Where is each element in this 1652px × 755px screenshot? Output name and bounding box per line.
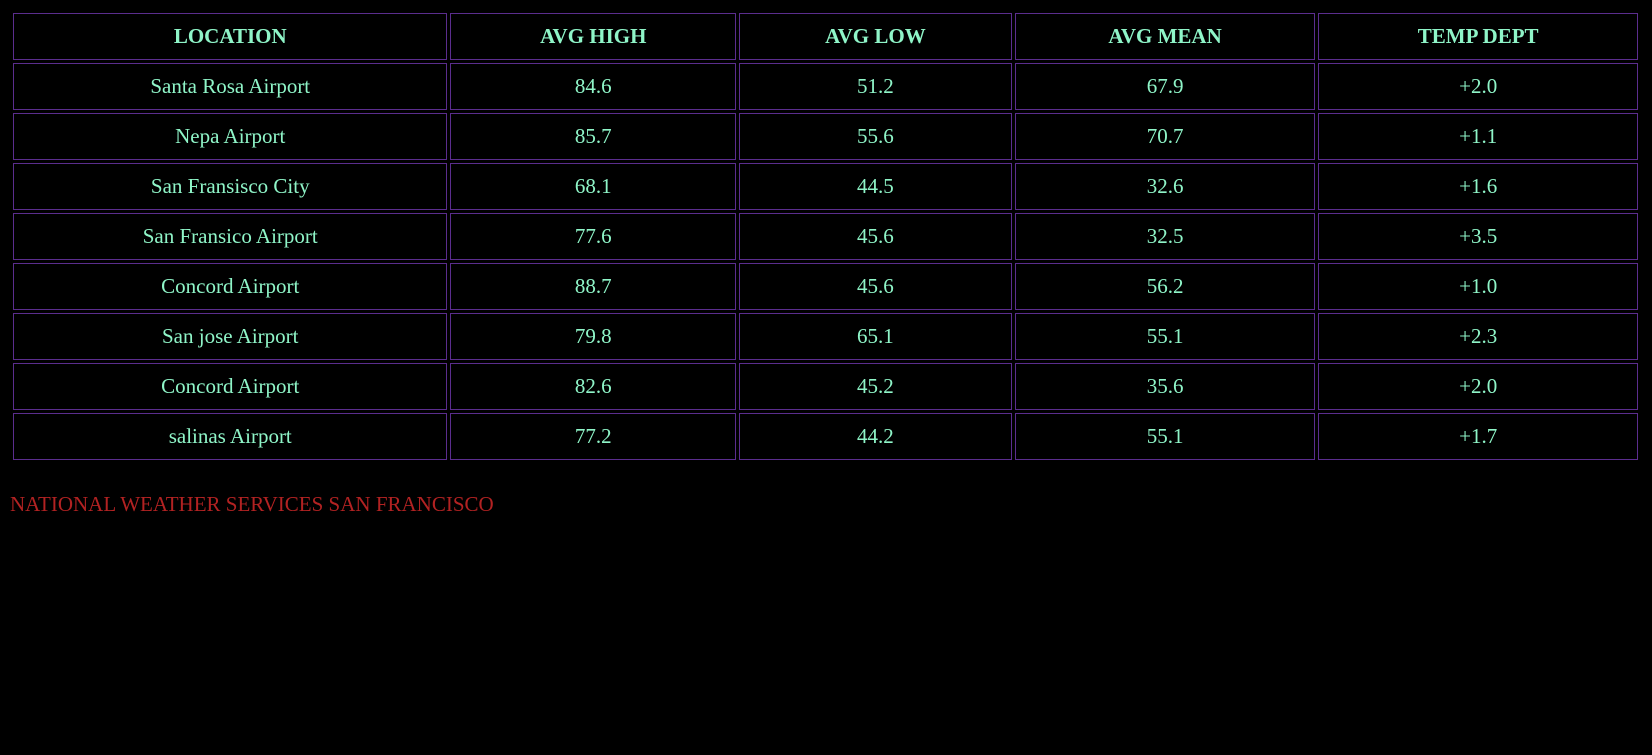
cell-avg-high: 77.2 bbox=[450, 413, 737, 460]
table-body: Santa Rosa Airport 84.6 51.2 67.9 +2.0 N… bbox=[13, 63, 1638, 460]
table-row: salinas Airport 77.2 44.2 55.1 +1.7 bbox=[13, 413, 1638, 460]
cell-temp-dept: +2.0 bbox=[1318, 63, 1638, 110]
cell-temp-dept: +1.0 bbox=[1318, 263, 1638, 310]
cell-avg-mean: 32.5 bbox=[1014, 213, 1316, 260]
table-row: Concord Airport 82.6 45.2 35.6 +2.0 bbox=[13, 363, 1638, 410]
cell-avg-high: 84.6 bbox=[450, 63, 737, 110]
cell-location: San Fransisco City bbox=[13, 163, 448, 210]
table-row: Concord Airport 88.7 45.6 56.2 +1.0 bbox=[13, 263, 1638, 310]
cell-temp-dept: +2.0 bbox=[1318, 363, 1638, 410]
cell-temp-dept: +2.3 bbox=[1318, 313, 1638, 360]
cell-location: salinas Airport bbox=[13, 413, 448, 460]
cell-temp-dept: +1.7 bbox=[1318, 413, 1638, 460]
footer-attribution: NATIONAL WEATHER SERVICES SAN FRANCISCO bbox=[10, 492, 494, 516]
cell-avg-low: 45.6 bbox=[739, 213, 1012, 260]
header-avg-high: AVG HIGH bbox=[450, 13, 737, 60]
cell-avg-low: 45.6 bbox=[739, 263, 1012, 310]
cell-avg-high: 88.7 bbox=[450, 263, 737, 310]
cell-temp-dept: +1.6 bbox=[1318, 163, 1638, 210]
cell-avg-high: 77.6 bbox=[450, 213, 737, 260]
table-row: Santa Rosa Airport 84.6 51.2 67.9 +2.0 bbox=[13, 63, 1638, 110]
table-row: San Fransisco City 68.1 44.5 32.6 +1.6 bbox=[13, 163, 1638, 210]
cell-avg-high: 79.8 bbox=[450, 313, 737, 360]
cell-avg-mean: 35.6 bbox=[1014, 363, 1316, 410]
cell-avg-low: 65.1 bbox=[739, 313, 1012, 360]
header-row: LOCATION AVG HIGH AVG LOW AVG MEAN TEMP … bbox=[13, 13, 1638, 60]
cell-avg-mean: 56.2 bbox=[1014, 263, 1316, 310]
cell-avg-low: 55.6 bbox=[739, 113, 1012, 160]
header-temp-dept: TEMP DEPT bbox=[1318, 13, 1638, 60]
cell-avg-low: 44.5 bbox=[739, 163, 1012, 210]
cell-temp-dept: +1.1 bbox=[1318, 113, 1638, 160]
cell-avg-mean: 55.1 bbox=[1014, 313, 1316, 360]
cell-location: Concord Airport bbox=[13, 363, 448, 410]
table-row: San Fransico Airport 77.6 45.6 32.5 +3.5 bbox=[13, 213, 1638, 260]
cell-avg-high: 82.6 bbox=[450, 363, 737, 410]
header-avg-mean: AVG MEAN bbox=[1014, 13, 1316, 60]
cell-location: Santa Rosa Airport bbox=[13, 63, 448, 110]
cell-avg-mean: 32.6 bbox=[1014, 163, 1316, 210]
cell-avg-high: 85.7 bbox=[450, 113, 737, 160]
cell-location: Nepa Airport bbox=[13, 113, 448, 160]
table-header: LOCATION AVG HIGH AVG LOW AVG MEAN TEMP … bbox=[13, 13, 1638, 60]
header-location: LOCATION bbox=[13, 13, 448, 60]
weather-table: LOCATION AVG HIGH AVG LOW AVG MEAN TEMP … bbox=[10, 10, 1641, 463]
cell-location: Concord Airport bbox=[13, 263, 448, 310]
table-row: San jose Airport 79.8 65.1 55.1 +2.3 bbox=[13, 313, 1638, 360]
cell-avg-high: 68.1 bbox=[450, 163, 737, 210]
cell-location: San Fransico Airport bbox=[13, 213, 448, 260]
cell-avg-mean: 67.9 bbox=[1014, 63, 1316, 110]
cell-avg-low: 44.2 bbox=[739, 413, 1012, 460]
cell-avg-mean: 55.1 bbox=[1014, 413, 1316, 460]
cell-avg-low: 51.2 bbox=[739, 63, 1012, 110]
table-row: Nepa Airport 85.7 55.6 70.7 +1.1 bbox=[13, 113, 1638, 160]
cell-temp-dept: +3.5 bbox=[1318, 213, 1638, 260]
cell-location: San jose Airport bbox=[13, 313, 448, 360]
cell-avg-mean: 70.7 bbox=[1014, 113, 1316, 160]
header-avg-low: AVG LOW bbox=[739, 13, 1012, 60]
cell-avg-low: 45.2 bbox=[739, 363, 1012, 410]
